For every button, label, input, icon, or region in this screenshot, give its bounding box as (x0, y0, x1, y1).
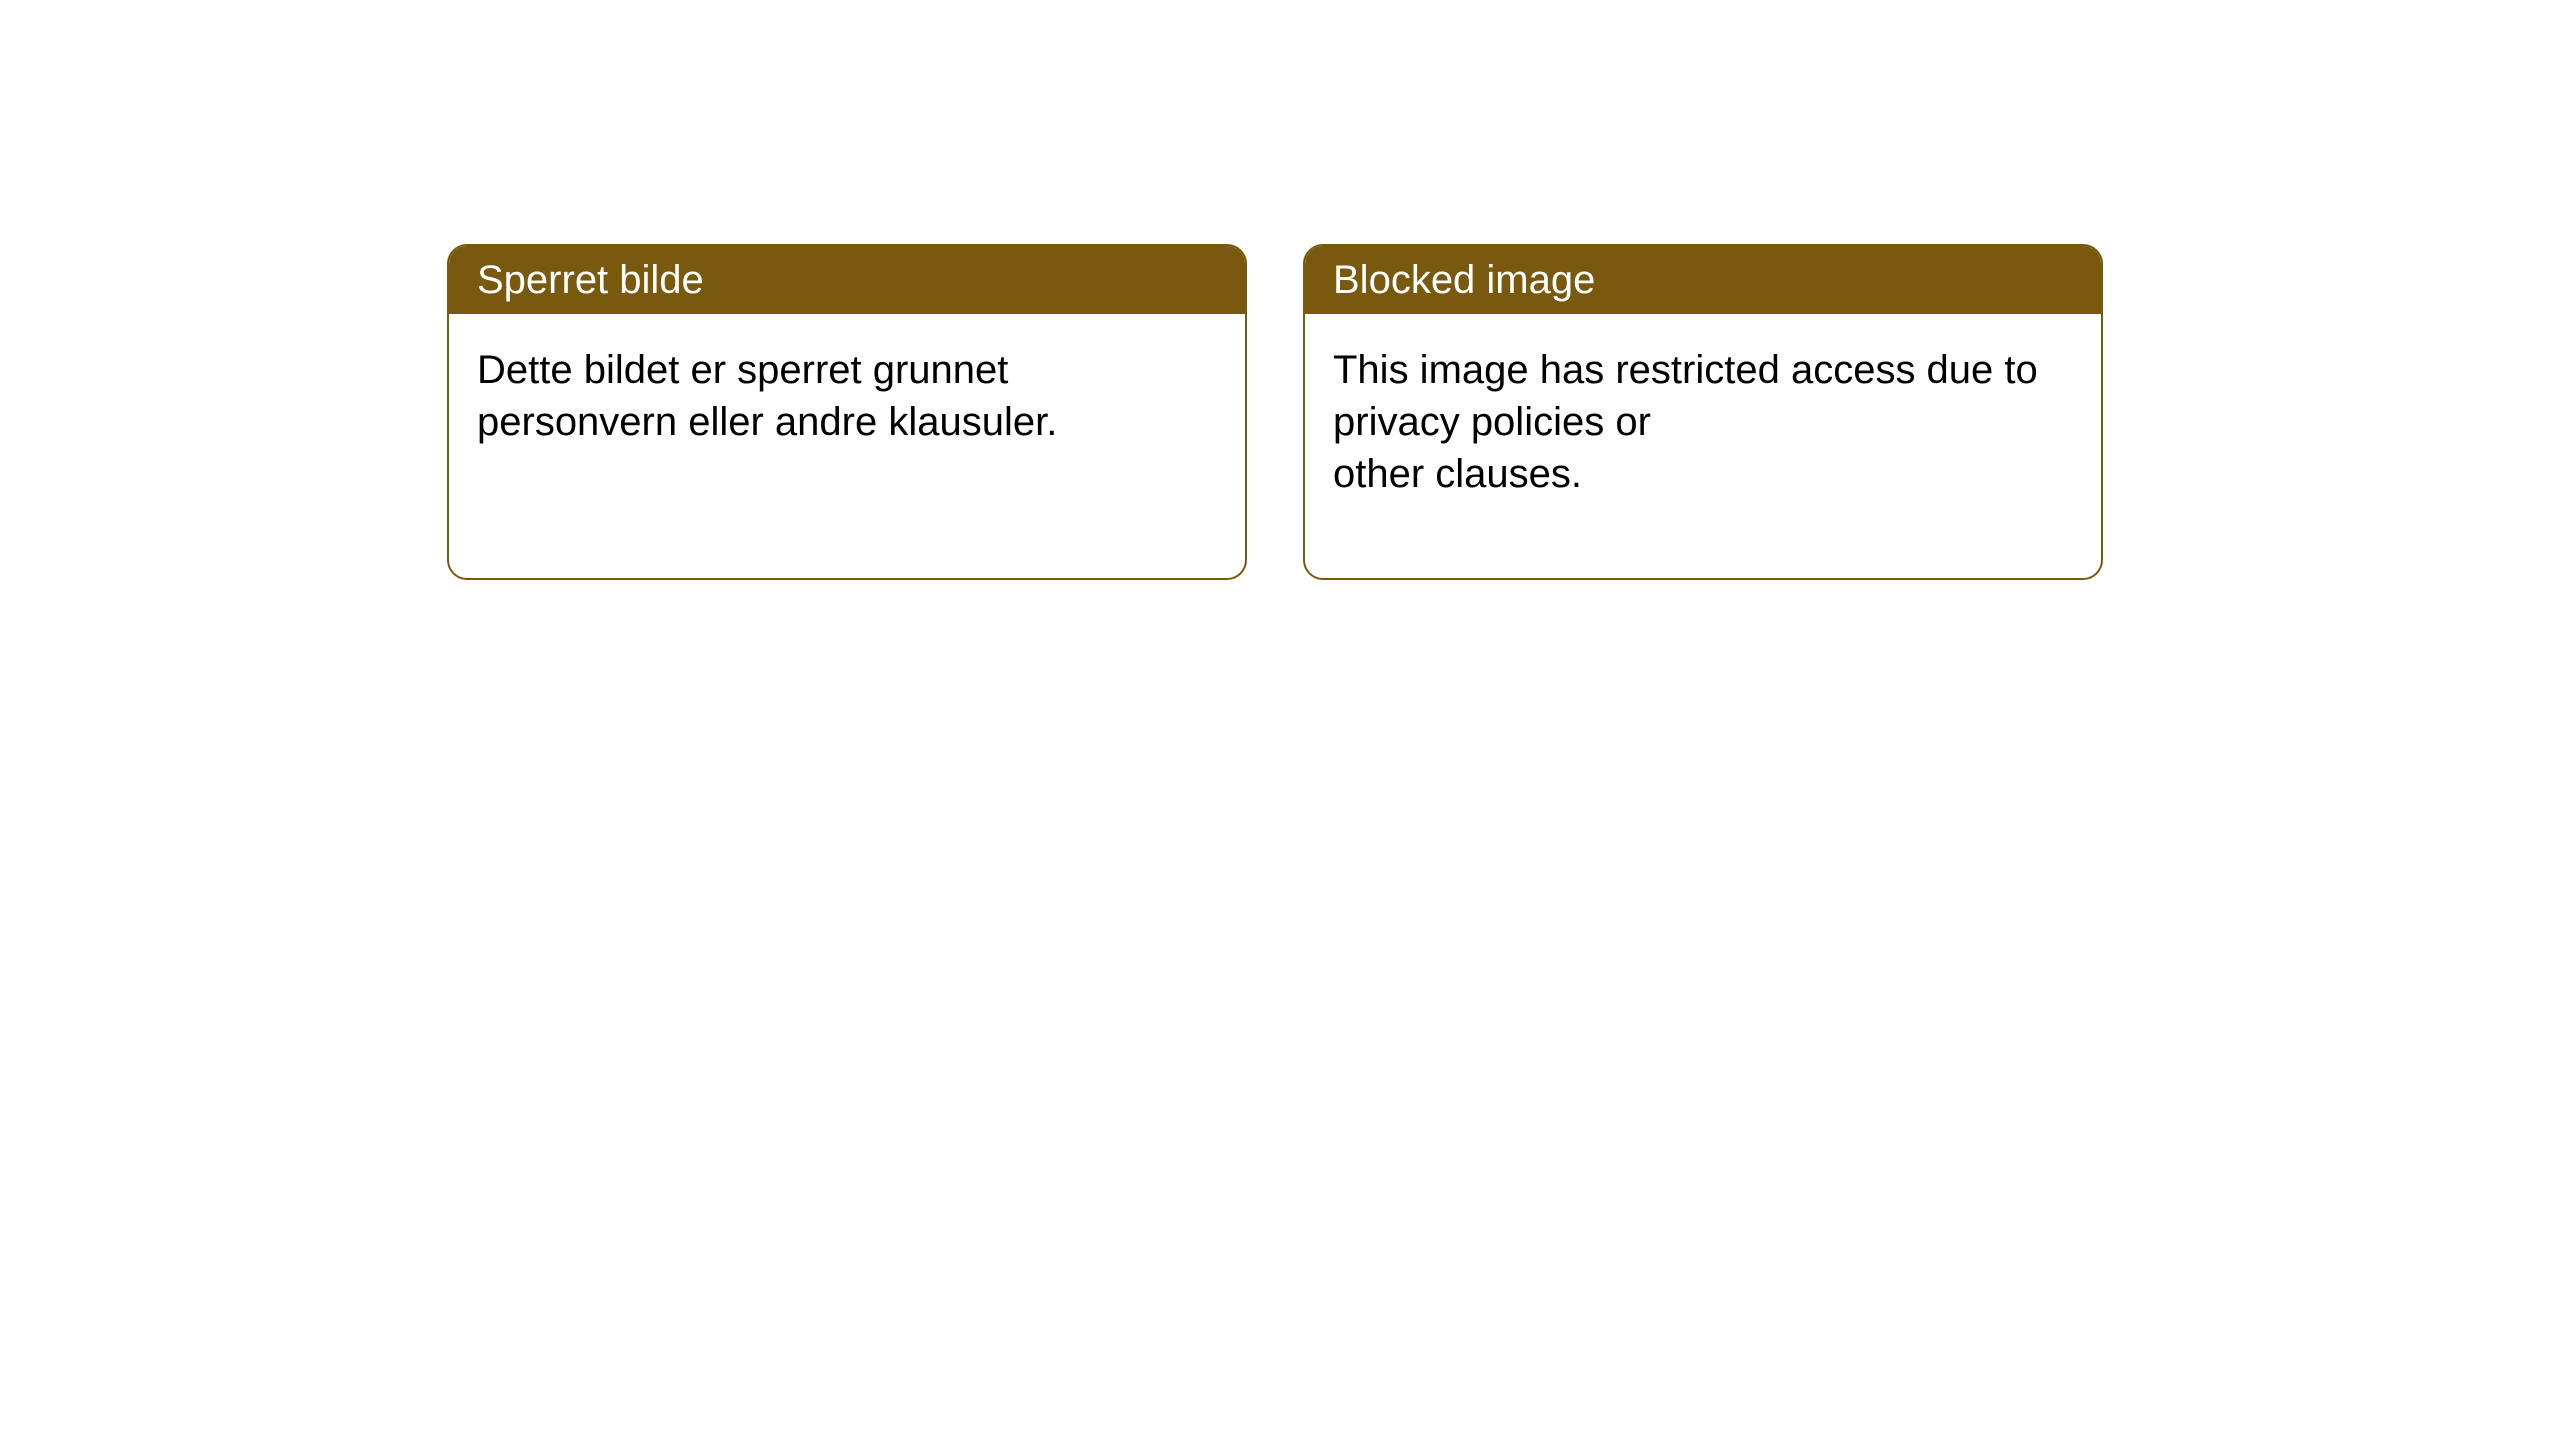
notice-box-english: Blocked image This image has restricted … (1303, 244, 2103, 580)
notice-header: Blocked image (1305, 246, 2101, 314)
notice-box-norwegian: Sperret bilde Dette bildet er sperret gr… (447, 244, 1247, 580)
notice-body: This image has restricted access due to … (1305, 314, 2101, 530)
notice-container: Sperret bilde Dette bildet er sperret gr… (447, 244, 2103, 580)
notice-body: Dette bildet er sperret grunnet personve… (449, 314, 1245, 478)
notice-header: Sperret bilde (449, 246, 1245, 314)
